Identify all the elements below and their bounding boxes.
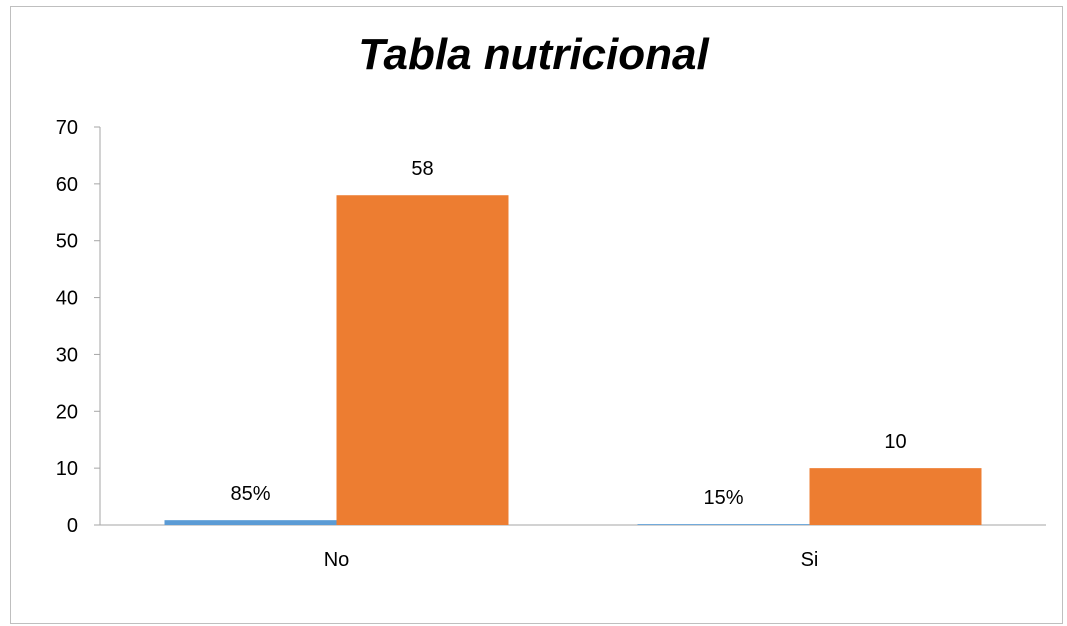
bar-no-series-1 (164, 520, 337, 525)
y-tick-label: 30 (56, 344, 78, 366)
y-tick-label: 40 (56, 288, 78, 310)
bar-si-series-2 (809, 468, 982, 525)
y-tick-label: 70 (56, 117, 78, 139)
y-tick-label: 0 (67, 515, 78, 537)
data-label: 15% (703, 487, 743, 509)
data-label: 85% (230, 483, 270, 505)
x-tick-label: Si (801, 549, 819, 571)
labels: 85% 58 No 15% 10 Si (230, 158, 906, 571)
chart-title: Tabla nutricional (358, 30, 709, 79)
data-label: 10 (884, 431, 906, 453)
y-tick-label: 10 (56, 458, 78, 480)
y-tick-label: 60 (56, 174, 78, 196)
y-tick-label: 50 (56, 231, 78, 253)
data-label: 58 (411, 158, 433, 180)
x-tick-label: No (324, 549, 350, 571)
bar-no-series-2 (336, 195, 509, 525)
bars (164, 195, 982, 525)
bar-si-series-1 (637, 524, 810, 525)
y-tick-label: 20 (56, 401, 78, 423)
